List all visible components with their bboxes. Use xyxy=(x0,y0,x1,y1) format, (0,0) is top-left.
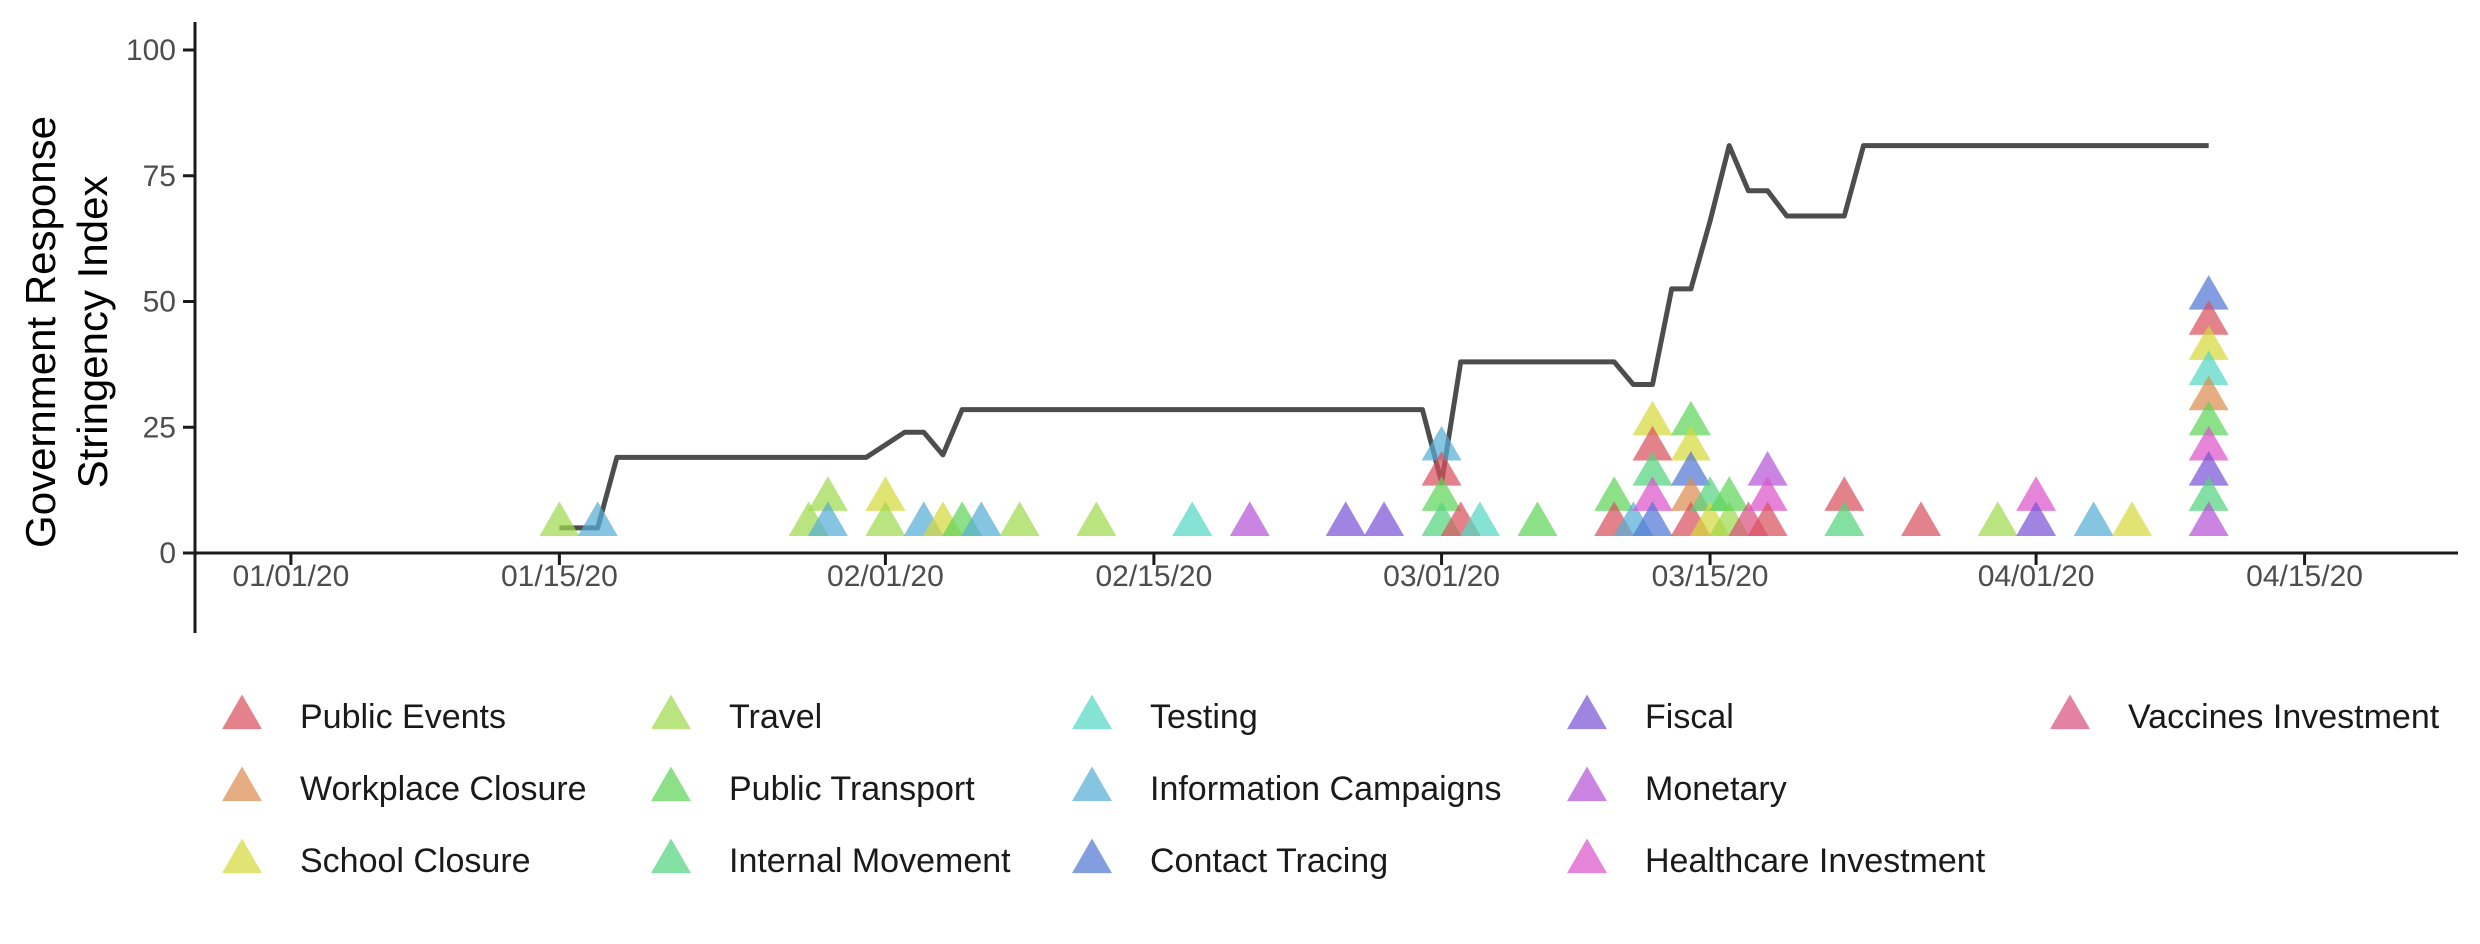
event-point xyxy=(1747,476,1788,511)
legend-label: Public Events xyxy=(300,698,506,736)
event-point xyxy=(1747,451,1788,486)
legend-marker xyxy=(651,766,691,802)
y-axis-title-line-2: Stringency Index xyxy=(69,176,116,489)
event-point xyxy=(1594,476,1635,511)
event-point xyxy=(2188,476,2229,511)
legend-marker xyxy=(222,838,262,874)
legend-label: Healthcare Investment xyxy=(1645,842,1986,880)
legend-marker xyxy=(651,694,691,730)
event-point xyxy=(1517,501,1558,536)
legend-marker xyxy=(651,838,691,874)
event-point xyxy=(1632,501,1673,536)
event-point xyxy=(1421,425,1462,461)
legend-marker xyxy=(222,766,262,802)
event-point xyxy=(999,501,1040,536)
x-tick-label: 01/15/20 xyxy=(501,560,618,593)
legend-label: Contact Tracing xyxy=(1150,842,1388,880)
legend-marker xyxy=(2050,694,2090,730)
event-point xyxy=(1172,501,1213,536)
event-point xyxy=(2111,501,2152,536)
event-point xyxy=(1670,425,1711,461)
event-point xyxy=(961,501,1002,536)
event-point xyxy=(2073,501,2114,536)
x-tick-label: 03/01/20 xyxy=(1383,560,1500,593)
event-point xyxy=(2188,451,2229,486)
event-points-layer xyxy=(539,274,2229,536)
event-point xyxy=(2188,501,2229,536)
event-point xyxy=(2016,476,2057,511)
legend-marker xyxy=(222,694,262,730)
y-axis-title: Government Response Stringency Index xyxy=(17,116,116,548)
x-tick-label: 04/01/20 xyxy=(1978,560,2095,593)
x-ticks: 01/01/20 01/15/20 02/01/20 02/15/20 03/01/20… xyxy=(232,553,2363,593)
legend-label: Internal Movement xyxy=(729,842,1011,880)
event-point xyxy=(2188,325,2229,360)
event-point xyxy=(1632,451,1673,486)
legend-label: Travel xyxy=(729,698,822,736)
event-point xyxy=(1632,400,1673,436)
event-point xyxy=(539,501,580,536)
x-tick-label: 02/01/20 xyxy=(827,560,944,593)
event-point xyxy=(2188,350,2229,386)
legend-marker xyxy=(1072,838,1112,874)
legend-marker xyxy=(1567,838,1607,874)
event-point xyxy=(2016,501,2057,536)
x-tick-label: 01/01/20 xyxy=(232,560,349,593)
legend-label: Monetary xyxy=(1645,770,1787,808)
y-axis-title-line-1: Government Response xyxy=(17,116,64,548)
event-point xyxy=(577,501,618,536)
legend-label: Information Campaigns xyxy=(1150,770,1502,808)
event-point xyxy=(1747,501,1788,536)
event-point xyxy=(865,476,906,511)
event-point xyxy=(1632,425,1673,461)
event-point xyxy=(1421,451,1462,486)
event-point xyxy=(1325,501,1366,536)
event-point xyxy=(2188,375,2229,411)
event-point xyxy=(1632,476,1673,511)
legend-label: Testing xyxy=(1150,698,1258,736)
legend-marker xyxy=(1072,766,1112,802)
legend-label: Public Transport xyxy=(729,770,975,808)
legend-marker xyxy=(1072,694,1112,730)
event-point xyxy=(1824,476,1865,511)
legend-marker xyxy=(1567,694,1607,730)
event-point xyxy=(1076,501,1117,536)
event-point xyxy=(807,501,848,536)
legend-label: Fiscal xyxy=(1645,698,1734,736)
y-tick-label: 75 xyxy=(143,160,176,193)
event-point xyxy=(1670,451,1711,486)
x-tick-label: 02/15/20 xyxy=(1096,560,1213,593)
y-tick-label: 100 xyxy=(126,34,176,67)
event-point xyxy=(2188,425,2229,461)
legend-label: Workplace Closure xyxy=(300,770,587,808)
event-point xyxy=(2188,400,2229,436)
legend-label: Vaccines Investment xyxy=(2128,698,2440,736)
stringency-line-layer xyxy=(559,143,2209,531)
event-point xyxy=(2188,300,2229,335)
event-point xyxy=(1421,476,1462,511)
stringency-index-line xyxy=(559,143,2209,531)
event-point xyxy=(1824,501,1865,536)
axes xyxy=(193,22,2458,633)
event-point xyxy=(865,501,906,536)
legend-marker xyxy=(1567,766,1607,802)
event-point xyxy=(2188,274,2229,310)
event-point xyxy=(1901,501,1942,536)
x-tick-label: 03/15/20 xyxy=(1652,560,1769,593)
event-point xyxy=(1709,476,1750,511)
y-tick-label: 0 xyxy=(159,537,176,570)
y-tick-label: 25 xyxy=(143,411,176,444)
event-point xyxy=(1459,501,1500,536)
event-point xyxy=(807,476,848,511)
event-point xyxy=(1364,501,1405,536)
legend: Public Events Workplace Closure School Clo… xyxy=(222,694,2440,880)
y-ticks: 0 25 50 75 100 xyxy=(126,34,195,570)
legend-label: School Closure xyxy=(300,842,531,880)
x-tick-label: 04/15/20 xyxy=(2246,560,2363,593)
event-point xyxy=(1977,501,2018,536)
event-point xyxy=(1670,400,1711,436)
event-point xyxy=(1229,501,1270,536)
y-tick-label: 50 xyxy=(143,286,176,319)
